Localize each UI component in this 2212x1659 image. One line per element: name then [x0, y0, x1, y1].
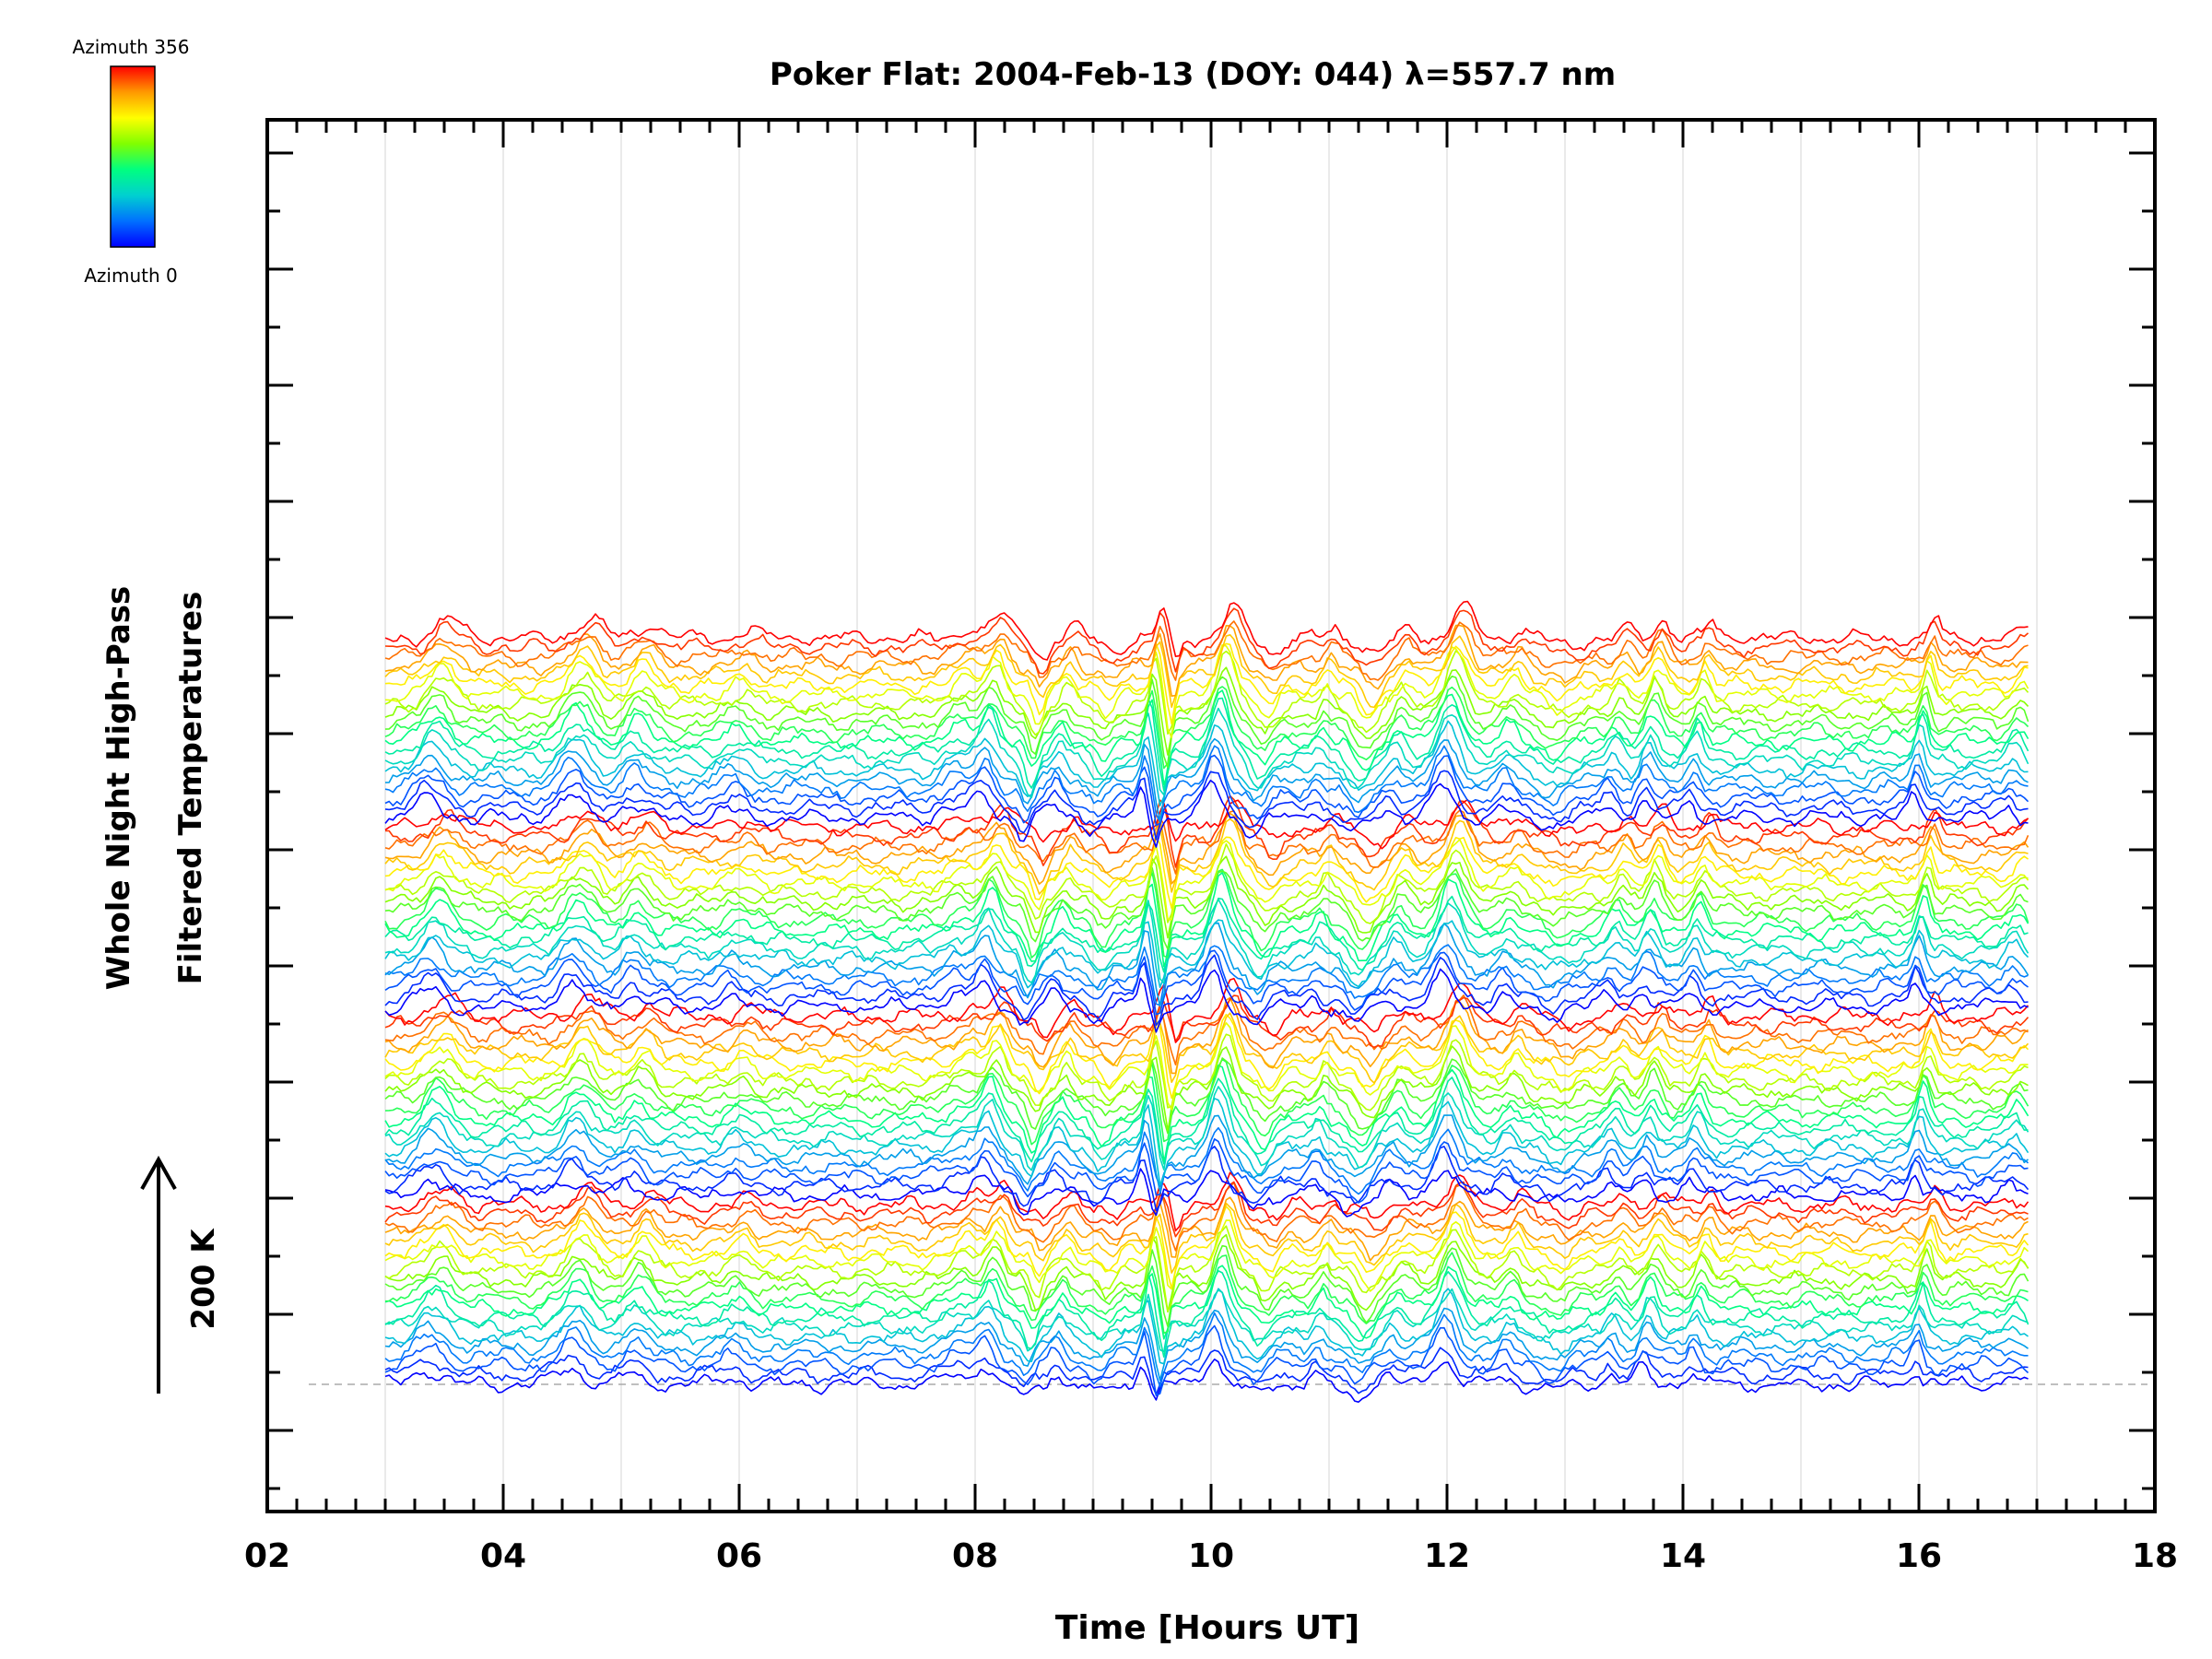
azimuth-trace	[384, 697, 2030, 792]
azimuth-trace	[384, 634, 2029, 709]
azimuth-trace	[384, 1114, 2030, 1193]
azimuth-trace	[384, 798, 2029, 850]
colorbar-top-label: Azimuth 356	[73, 36, 190, 58]
azimuth-trace	[384, 872, 2030, 968]
azimuth-trace	[384, 1270, 2030, 1358]
x-tick-label: 18	[2132, 1537, 2178, 1575]
azimuth-trace	[384, 1288, 2029, 1353]
azimuth-trace	[384, 818, 2029, 895]
azimuth-trace	[384, 1045, 2029, 1131]
azimuth-trace	[384, 996, 2029, 1075]
azimuth-trace	[384, 843, 2029, 924]
x-tick-label: 08	[952, 1537, 998, 1575]
azimuth-trace	[384, 1288, 2029, 1365]
azimuth-trace	[384, 1219, 2030, 1292]
trace-series	[384, 600, 2030, 1403]
colorbar: Azimuth 356 Azimuth 0	[73, 36, 190, 287]
azimuth-trace	[384, 1182, 2029, 1252]
grid-lines	[384, 122, 2038, 1510]
azimuth-trace	[384, 1181, 2029, 1238]
azimuth-trace	[384, 1359, 2029, 1403]
azimuth-trace	[384, 919, 2030, 989]
azimuth-trace	[384, 977, 2030, 1043]
azimuth-trace	[384, 922, 2030, 1007]
azimuth-trace	[384, 1168, 2029, 1218]
azimuth-trace	[384, 794, 2030, 868]
azimuth-trace	[384, 1086, 2030, 1171]
azimuth-trace	[384, 1324, 2030, 1396]
azimuth-trace	[384, 754, 2030, 827]
azimuth-trace	[384, 944, 2029, 1006]
scale-bar-label: 200 K	[185, 1228, 222, 1330]
axis-ticks	[265, 120, 2157, 1512]
x-tick-label: 02	[244, 1537, 290, 1575]
azimuth-trace	[384, 720, 2029, 806]
azimuth-trace	[384, 1126, 2030, 1195]
azimuth-trace	[384, 812, 2030, 885]
azimuth-trace	[384, 1265, 2029, 1340]
azimuth-trace	[384, 968, 2029, 1033]
azimuth-trace	[384, 1077, 2029, 1165]
azimuth-trace	[384, 1033, 2029, 1112]
azimuth-trace	[384, 1171, 2030, 1232]
azimuth-trace	[384, 666, 2030, 756]
x-tick-label: 14	[1660, 1537, 1706, 1575]
chart-title: Poker Flat: 2004-Feb-13 (DOY: 044) λ=557…	[770, 56, 1616, 93]
azimuth-trace	[384, 895, 2029, 973]
azimuth-trace	[384, 1013, 2030, 1100]
azimuth-trace	[384, 644, 2030, 739]
azimuth-trace	[384, 1098, 2030, 1186]
x-tick-label: 16	[1896, 1537, 1942, 1575]
azimuth-trace	[384, 1347, 2029, 1395]
azimuth-trace	[384, 1058, 2030, 1146]
azimuth-trace	[384, 899, 2030, 984]
azimuth-trace	[384, 620, 2029, 681]
x-tick-label: 10	[1188, 1537, 1234, 1575]
colorbar-bottom-label: Azimuth 0	[84, 265, 178, 287]
azimuth-trace	[384, 600, 2029, 661]
y-axis-label-line2: Filtered Temperatures	[172, 592, 209, 985]
azimuth-trace	[384, 866, 2029, 950]
azimuth-trace	[384, 1138, 2029, 1204]
azimuth-trace	[384, 1196, 2029, 1262]
azimuth-trace	[384, 642, 2029, 725]
azimuth-trace	[384, 1244, 2030, 1327]
x-axis-label: Time [Hours UT]	[1055, 1609, 1359, 1647]
azimuth-trace	[384, 994, 2029, 1065]
azimuth-trace	[384, 650, 2030, 736]
colorbar-gradient	[110, 65, 156, 248]
x-tick-labels: 02 04 06 08 10 12 14 16 18	[244, 1537, 2178, 1575]
azimuth-trace	[384, 779, 2029, 848]
azimuth-trace	[384, 607, 2030, 675]
azimuth-trace	[384, 737, 2029, 821]
azimuth-trace	[384, 855, 2030, 939]
azimuth-trace	[384, 994, 2030, 1048]
azimuth-trace	[384, 1202, 2029, 1274]
azimuth-trace	[384, 624, 2029, 697]
x-tick-label: 06	[716, 1537, 762, 1575]
azimuth-trace	[384, 770, 2029, 841]
azimuth-trace	[384, 836, 2029, 910]
azimuth-trace	[384, 954, 2029, 1027]
x-tick-label: 04	[480, 1537, 526, 1575]
azimuth-trace	[384, 686, 2030, 770]
azimuth-trace	[384, 1225, 2030, 1312]
azimuth-trace	[384, 868, 2030, 959]
azimuth-trace	[384, 1307, 2029, 1382]
azimuth-trace	[384, 689, 2030, 785]
azimuth-trace	[384, 1057, 2029, 1135]
azimuth-trace	[384, 1312, 2029, 1388]
scale-bar: 200 K	[140, 1155, 222, 1394]
y-axis-label-line1: Whole Night High-Pass	[100, 586, 137, 991]
azimuth-trace	[384, 675, 2030, 769]
azimuth-trace	[384, 745, 2029, 823]
scale-bar-arrowhead	[140, 1155, 177, 1190]
azimuth-trace	[384, 1012, 2030, 1084]
azimuth-trace	[384, 1206, 2030, 1289]
azimuth-trace	[384, 1065, 2030, 1162]
azimuth-trace	[384, 1233, 2030, 1313]
x-tick-label: 12	[1424, 1537, 1470, 1575]
